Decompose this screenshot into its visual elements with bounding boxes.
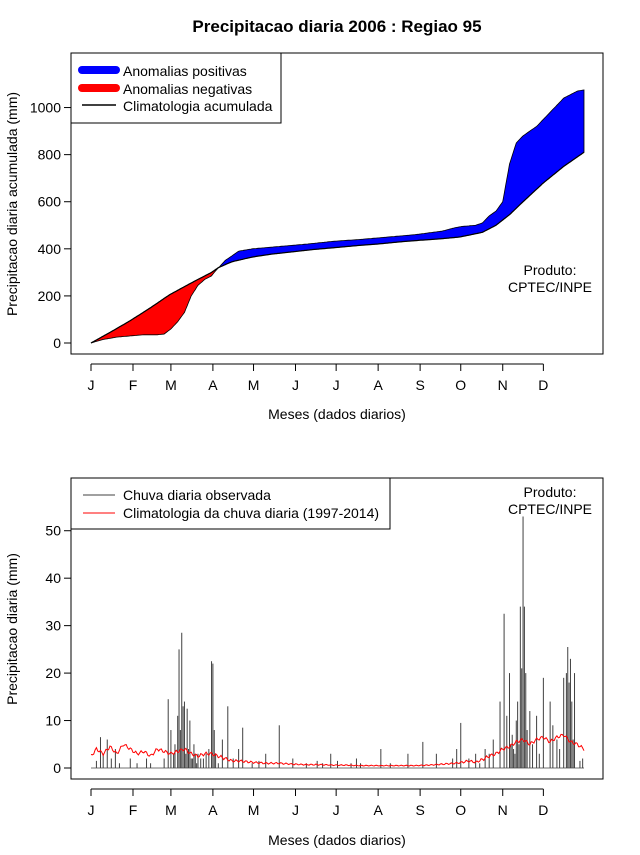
x-tick-label: J xyxy=(292,377,299,393)
top-legend: Anomalias positivas Anomalias negativas … xyxy=(70,52,282,124)
y-tick-label: 50 xyxy=(45,523,61,539)
x-tick-label: A xyxy=(208,377,218,393)
chart-title: Precipitacao diaria 2006 : Regiao 95 xyxy=(192,17,481,36)
y-tick-label: 200 xyxy=(38,288,62,304)
x-tick-label: N xyxy=(498,377,508,393)
x-tick-label: M xyxy=(165,802,177,818)
x-tick-label: J xyxy=(333,377,340,393)
x-tick-label: O xyxy=(455,802,466,818)
top-xlabel: Meses (dados diarios) xyxy=(268,406,406,422)
legend-label-observed: Chuva diaria observada xyxy=(123,487,271,503)
x-tick-label: F xyxy=(129,802,138,818)
x-tick-label: A xyxy=(373,802,383,818)
daily-bars-group xyxy=(90,516,585,769)
bottom-credit-line1: Produto: xyxy=(524,484,577,500)
y-tick-label: 400 xyxy=(38,241,62,257)
bottom-legend-box xyxy=(70,477,391,530)
x-tick-label: J xyxy=(333,802,340,818)
x-tick-label: N xyxy=(498,802,508,818)
top-credit-line1: Produto: xyxy=(524,262,577,278)
legend-label-daily-climatology: Climatologia da chuva diaria (1997-2014) xyxy=(123,505,379,521)
top-credit-line2: CPTEC/INPE xyxy=(508,279,592,295)
anomaly-area-group xyxy=(90,89,585,344)
bottom-ylabel: Precipitacao diaria (mm) xyxy=(4,553,20,705)
x-tick-label: M xyxy=(165,377,177,393)
daily-climatology-line xyxy=(90,733,585,767)
legend-label-negative: Anomalias negativas xyxy=(123,81,252,97)
bottom-axes: J F M A M J J A S O N D 0 10 20 30 40 50 xyxy=(45,523,548,818)
bottom-xlabel: Meses (dados diarios) xyxy=(268,832,406,848)
y-tick-label: 800 xyxy=(38,147,62,163)
y-tick-label: 30 xyxy=(45,618,61,634)
bottom-legend: Chuva diaria observada Climatologia da c… xyxy=(70,477,391,530)
y-tick-label: 0 xyxy=(53,760,61,776)
x-tick-label: J xyxy=(88,377,95,393)
x-tick-label: S xyxy=(415,802,424,818)
x-tick-label: D xyxy=(538,802,548,818)
x-tick-label: J xyxy=(88,802,95,818)
x-tick-label: A xyxy=(373,377,383,393)
x-tick-label: M xyxy=(248,377,260,393)
legend-label-climatology: Climatologia acumulada xyxy=(123,98,273,114)
top-axes: J F M A M J J A S O N D 0 200 400 600 800 1000 xyxy=(30,100,549,393)
x-tick-label: S xyxy=(415,377,424,393)
x-tick-label: O xyxy=(455,377,466,393)
x-tick-label: M xyxy=(248,802,260,818)
x-tick-label: A xyxy=(208,802,218,818)
y-tick-label: 1000 xyxy=(30,100,61,116)
x-tick-label: D xyxy=(538,377,548,393)
y-tick-label: 0 xyxy=(53,335,61,351)
y-tick-label: 20 xyxy=(45,665,61,681)
cumulative-panel: J F M A M J J A S O N D 0 200 400 600 800 1000 Meses (dad… xyxy=(4,52,604,422)
bottom-credit-line2: CPTEC/INPE xyxy=(508,501,592,517)
climatology-cumulative-line xyxy=(90,151,585,344)
y-tick-label: 10 xyxy=(45,713,61,729)
x-tick-label: F xyxy=(129,377,138,393)
daily-panel: J F M A M J J A S O N D 0 10 20 30 40 50 Meses (dados dia… xyxy=(4,477,604,848)
y-tick-label: 600 xyxy=(38,194,62,210)
x-tick-label: J xyxy=(292,802,299,818)
legend-label-positive: Anomalias positivas xyxy=(123,63,247,79)
y-tick-label: 40 xyxy=(45,570,61,586)
top-ylabel: Precipitacao diaria acumulada (mm) xyxy=(4,92,20,316)
